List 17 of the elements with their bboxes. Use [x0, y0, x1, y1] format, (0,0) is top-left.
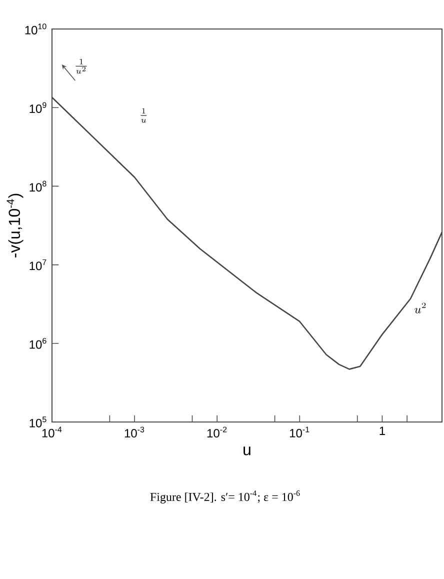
y-tick-label: 10$^{7}$ — [30, 259, 46, 270]
x-tick-label: 10$^{-3}$ — [124, 426, 144, 438]
x-tick-label: 10$^{-1}$ — [290, 426, 310, 438]
y-tick-label: 10$^{9}$ — [30, 102, 46, 113]
x-tick-label: 10$^{-2}$ — [207, 426, 227, 438]
y-tick-label: 10$^{6}$ — [30, 338, 46, 349]
annotation: $u^{2}$ — [414, 302, 426, 314]
y-tick-label: 10$^{10}$ — [25, 24, 46, 34]
x-tick-label: 1 — [380, 426, 385, 435]
x-axis-title: u — [244, 446, 250, 456]
y-tick-label: 10$^{8}$ — [30, 180, 46, 192]
x-tick-label: 10$^{-4}$ — [42, 426, 62, 438]
y-tick-label: 10$^{5}$ — [30, 416, 46, 428]
annotation: $\frac{1}{u^{2}}$ — [76, 58, 87, 74]
text: Figure [IV-2]. s′= 10$^{-4}$; ε = 10$^{-6}$ — [150, 490, 300, 504]
y-axis-title: -v(u,10$^{-4}$) — [6, 194, 24, 258]
annotation: $\frac{1}{u}$ — [140, 108, 147, 123]
